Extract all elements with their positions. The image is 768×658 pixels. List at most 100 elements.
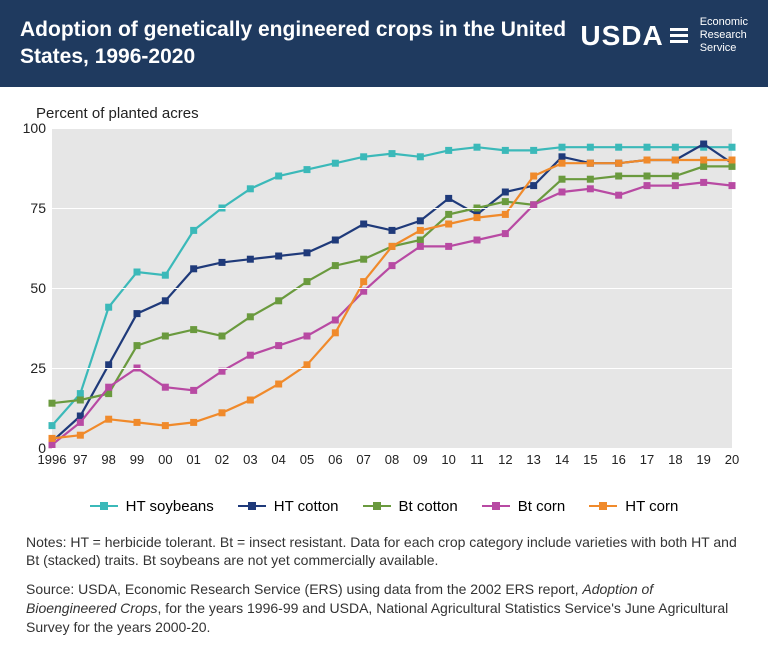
series-marker	[729, 143, 736, 150]
series-marker	[162, 271, 169, 278]
series-marker	[502, 188, 509, 195]
legend-swatch	[589, 505, 617, 507]
series-marker	[105, 415, 112, 422]
x-tick-label: 13	[526, 452, 540, 467]
series-marker	[190, 265, 197, 272]
y-tick-label: 50	[30, 280, 46, 296]
x-tick-label: 18	[668, 452, 682, 467]
legend-item: HT cotton	[238, 498, 339, 515]
series-line	[52, 144, 732, 442]
series-marker	[644, 172, 651, 179]
legend-label: Bt corn	[518, 498, 566, 515]
chart-title: Adoption of genetically engineered crops…	[20, 16, 580, 71]
series-marker	[247, 255, 254, 262]
series-marker	[530, 172, 537, 179]
chart-container: Percent of planted acres 0255075100 1996…	[0, 87, 768, 484]
series-marker	[247, 351, 254, 358]
notes-text: Notes: HT = herbicide tolerant. Bt = ins…	[26, 533, 742, 571]
legend: HT soybeans HT cotton Bt cotton Bt corn HT c…	[0, 484, 768, 533]
legend-item: Bt corn	[482, 498, 566, 515]
series-marker	[644, 182, 651, 189]
x-tick-label: 06	[328, 452, 342, 467]
x-axis: 1996979899000102030405060708091011121314…	[52, 448, 732, 476]
series-marker	[219, 258, 226, 265]
x-tick-label: 08	[385, 452, 399, 467]
legend-item: Bt cotton	[363, 498, 458, 515]
series-marker	[49, 399, 56, 406]
usda-logo: USDA Economic Research Service	[580, 16, 748, 56]
series-marker	[162, 422, 169, 429]
series-marker	[587, 159, 594, 166]
series-marker	[445, 210, 452, 217]
series-marker	[304, 332, 311, 339]
x-tick-label: 03	[243, 452, 257, 467]
x-tick-label: 09	[413, 452, 427, 467]
legend-item: HT soybeans	[90, 498, 214, 515]
series-marker	[275, 252, 282, 259]
series-marker	[615, 172, 622, 179]
series-marker	[190, 418, 197, 425]
series-marker	[502, 146, 509, 153]
series-marker	[530, 146, 537, 153]
series-marker	[587, 185, 594, 192]
series-marker	[162, 383, 169, 390]
series-marker	[615, 159, 622, 166]
x-tick-label: 1996	[38, 452, 67, 467]
series-marker	[162, 297, 169, 304]
series-marker	[417, 236, 424, 243]
x-tick-label: 19	[696, 452, 710, 467]
series-marker	[417, 242, 424, 249]
logo-subtitle: Economic Research Service	[700, 16, 748, 56]
series-marker	[672, 172, 679, 179]
x-tick-label: 15	[583, 452, 597, 467]
grid-line	[52, 288, 732, 289]
series-marker	[559, 159, 566, 166]
series-marker	[275, 380, 282, 387]
series-marker	[332, 316, 339, 323]
series-marker	[389, 242, 396, 249]
series-marker	[77, 418, 84, 425]
series-marker	[219, 332, 226, 339]
legend-swatch	[482, 505, 510, 507]
series-marker	[247, 396, 254, 403]
grid-line	[52, 368, 732, 369]
legend-item: HT corn	[589, 498, 678, 515]
x-tick-label: 16	[611, 452, 625, 467]
series-marker	[275, 342, 282, 349]
series-marker	[445, 146, 452, 153]
series-marker	[559, 153, 566, 160]
series-marker	[247, 185, 254, 192]
series-marker	[304, 249, 311, 256]
series-marker	[474, 236, 481, 243]
series-marker	[700, 156, 707, 163]
series-marker	[615, 191, 622, 198]
logo-bars-icon	[670, 28, 688, 43]
series-marker	[360, 278, 367, 285]
series-marker	[672, 143, 679, 150]
series-marker	[474, 214, 481, 221]
series-line	[52, 182, 732, 444]
series-marker	[360, 153, 367, 160]
x-tick-label: 99	[130, 452, 144, 467]
series-marker	[134, 268, 141, 275]
series-marker	[190, 326, 197, 333]
x-tick-label: 00	[158, 452, 172, 467]
series-marker	[275, 172, 282, 179]
grid-line	[52, 208, 732, 209]
legend-label: Bt cotton	[399, 498, 458, 515]
series-marker	[219, 409, 226, 416]
x-tick-label: 12	[498, 452, 512, 467]
series-marker	[77, 396, 84, 403]
series-line	[52, 160, 732, 438]
legend-label: HT corn	[625, 498, 678, 515]
series-marker	[474, 143, 481, 150]
y-tick-label: 100	[23, 120, 46, 136]
legend-swatch	[90, 505, 118, 507]
series-marker	[729, 182, 736, 189]
series-marker	[587, 143, 594, 150]
series-marker	[332, 159, 339, 166]
series-marker	[615, 143, 622, 150]
series-marker	[332, 329, 339, 336]
legend-swatch	[363, 505, 391, 507]
series-marker	[417, 217, 424, 224]
